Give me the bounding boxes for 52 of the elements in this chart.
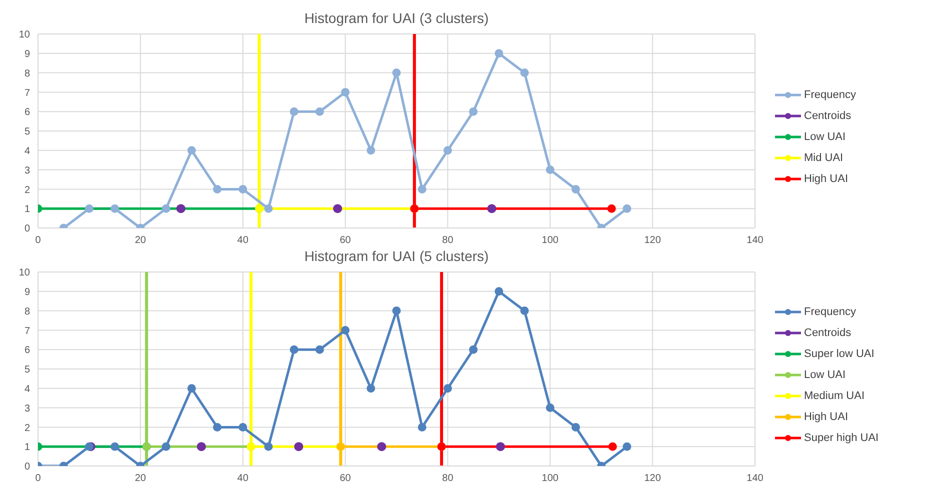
x-tick-label: 80: [442, 235, 454, 246]
chart-title: Histogram for UAI (3 clusters): [303, 9, 490, 28]
y-tick-label: 2: [24, 422, 30, 434]
x-tick-label: 60: [340, 235, 352, 246]
y-tick-label: 7: [24, 88, 30, 99]
y-tick-label: 8: [24, 68, 30, 80]
y-tick-label: 9: [24, 286, 30, 298]
x-tick-label: 20: [134, 473, 146, 484]
x-tick-label: 140: [746, 473, 764, 484]
y-tick-label: 5: [24, 126, 30, 138]
y-tick-label: 8: [24, 306, 30, 318]
x-tick-label: 100: [542, 235, 559, 246]
y-tick-label: 4: [24, 146, 30, 157]
y-tick-label: 3: [24, 165, 30, 176]
chart-title: Histogram for UAI (5 clusters): [303, 247, 490, 266]
y-tick-label: 0: [24, 462, 30, 473]
x-tick-label: 0: [35, 473, 42, 484]
legend-label: Mid UAI: [804, 152, 844, 164]
legend-label: Medium UAI: [804, 390, 865, 402]
legend-label: Low UAI: [804, 131, 846, 143]
x-tick-label: 40: [237, 473, 249, 484]
x-tick-label: 140: [746, 235, 764, 246]
legend-label: High UAI: [804, 411, 848, 423]
y-tick-label: 4: [24, 384, 30, 395]
y-tick-label: 6: [24, 107, 30, 118]
x-tick-label: 0: [35, 235, 42, 246]
legend-label: Low UAI: [804, 369, 846, 381]
y-tick-label: 3: [24, 403, 30, 414]
y-tick-label: 1: [24, 442, 30, 454]
y-tick-label: 7: [24, 326, 30, 337]
y-tick-label: 6: [24, 345, 30, 356]
x-tick-label: 80: [442, 473, 454, 484]
legend-label: Super low UAI: [804, 348, 874, 360]
legend-label: Frequency: [804, 306, 856, 318]
x-tick-label: 20: [134, 235, 146, 246]
x-tick-label: 100: [542, 473, 559, 484]
legend-label: Centroids: [804, 110, 852, 122]
y-tick-label: 9: [24, 48, 30, 60]
x-tick-label: 120: [644, 473, 662, 484]
y-tick-label: 10: [18, 30, 30, 41]
x-tick-label: 40: [237, 235, 249, 246]
legend-label: Super high UAI: [804, 432, 879, 444]
y-tick-label: 1: [24, 204, 30, 216]
y-tick-label: 5: [24, 364, 30, 376]
legend-label: Frequency: [804, 89, 856, 101]
legend-label: High UAI: [804, 173, 848, 185]
legend-label: Centroids: [804, 327, 852, 339]
y-tick-label: 2: [24, 184, 30, 196]
x-tick-label: 120: [644, 235, 662, 246]
x-tick-label: 60: [340, 473, 352, 484]
y-tick-label: 10: [18, 268, 30, 279]
y-tick-label: 0: [24, 224, 30, 235]
